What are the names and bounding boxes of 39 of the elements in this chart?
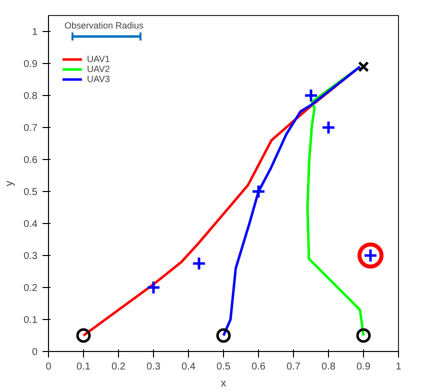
x-tick-label: 1 [396, 362, 402, 372]
y-tick-label: 1 [32, 27, 38, 38]
x-tick-label: 0.9 [356, 362, 371, 372]
x-tick-label: 0.8 [322, 362, 336, 372]
y-tick-label: 0.7 [24, 123, 38, 134]
point [358, 242, 384, 268]
x-tick-label: 0.1 [76, 362, 91, 372]
point [216, 328, 231, 343]
point [358, 61, 369, 72]
point [356, 328, 371, 343]
y-tick-label: 0.6 [24, 155, 38, 166]
point [146, 280, 161, 295]
x-tick-label: 0.6 [252, 362, 266, 372]
y-tick-label: 0 [32, 347, 38, 358]
line-series [222, 65, 362, 337]
y-tick-label: 0.8 [24, 91, 38, 102]
legend-label: UAV3 [87, 74, 110, 84]
y-tick-label: 0.5 [24, 187, 38, 198]
point [76, 328, 91, 343]
x-tick-label: 0.4 [182, 362, 196, 372]
point [192, 256, 206, 271]
y-tick-label: 0.1 [24, 315, 38, 326]
y-tick-label: 0.4 [24, 219, 38, 230]
y-axis-title: y [4, 180, 16, 186]
x-tick-label: 0.2 [112, 362, 126, 372]
annotation: Observation Radius [64, 20, 144, 30]
legend-label: UAV2 [87, 64, 110, 74]
legend-label: UAV1 [87, 54, 110, 64]
x-axis-title: x [220, 378, 227, 390]
point [251, 184, 266, 199]
point [321, 120, 336, 135]
point [304, 88, 318, 103]
x-tick-label: 0.3 [146, 362, 161, 372]
y-tick-label: 0.9 [24, 59, 38, 70]
y-tick-label: 0.3 [24, 251, 38, 262]
x-tick-label: 0 [46, 362, 52, 372]
y-tick-label: 0.2 [24, 283, 38, 294]
x-tick-label: 0.5 [216, 362, 231, 372]
x-tick-label: 0.7 [286, 362, 301, 372]
